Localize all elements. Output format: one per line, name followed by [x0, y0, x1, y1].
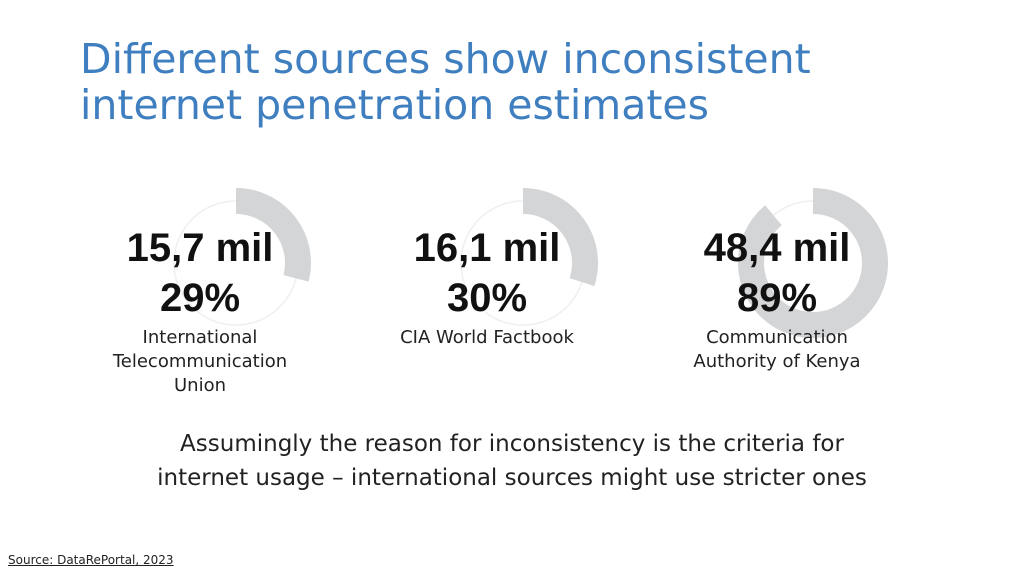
title-line-2: internet penetration estimates	[80, 81, 709, 129]
source-label-itu: International Telecommunication Union	[60, 326, 340, 398]
donut-arc-cia	[522, 188, 598, 287]
donut-chart-cia	[460, 188, 598, 326]
donut-arc-cak	[738, 188, 888, 338]
percent-value-cak: 89%	[736, 276, 818, 320]
note-line-2: internet usage – international sources m…	[157, 465, 867, 491]
source-label-line: Communication	[706, 327, 848, 348]
source-label-line: CIA World Factbook	[400, 327, 574, 348]
percent-value-itu: 29%	[159, 276, 241, 320]
users-value-itu: 15,7 mil	[126, 226, 274, 270]
explanation-note: Assumingly the reason for inconsistency …	[40, 427, 984, 495]
percent-value-cia: 30%	[446, 276, 528, 320]
donut-chart-itu	[173, 188, 311, 326]
stat-itu: 15,7 mil 29% International Telecommunica…	[80, 186, 320, 416]
stat-cia: 16,1 mil 30% CIA World Factbook	[367, 186, 607, 416]
source-label-line: Union	[173, 375, 226, 396]
donut-chart-cak	[738, 188, 888, 338]
source-label-cak: Communication Authority of Kenya	[637, 326, 917, 374]
source-label-line: Authority of Kenya	[693, 351, 861, 372]
users-value-cia: 16,1 mil	[413, 226, 561, 270]
source-label-cia: CIA World Factbook	[347, 326, 627, 350]
note-line-1: Assumingly the reason for inconsistency …	[180, 431, 844, 457]
slide-title: Different sources show inconsistent inte…	[80, 36, 980, 128]
source-citation-link[interactable]: Source: DataRePortal, 2023	[8, 553, 174, 567]
source-label-line: Telecommunication	[112, 351, 288, 372]
source-label-line: International	[142, 327, 258, 348]
users-value-cak: 48,4 mil	[703, 226, 851, 270]
stat-cak: 48,4 mil 89% Communication Authority of …	[657, 186, 897, 416]
donut-arc-itu	[235, 188, 311, 282]
title-line-1: Different sources show inconsistent	[80, 35, 811, 83]
